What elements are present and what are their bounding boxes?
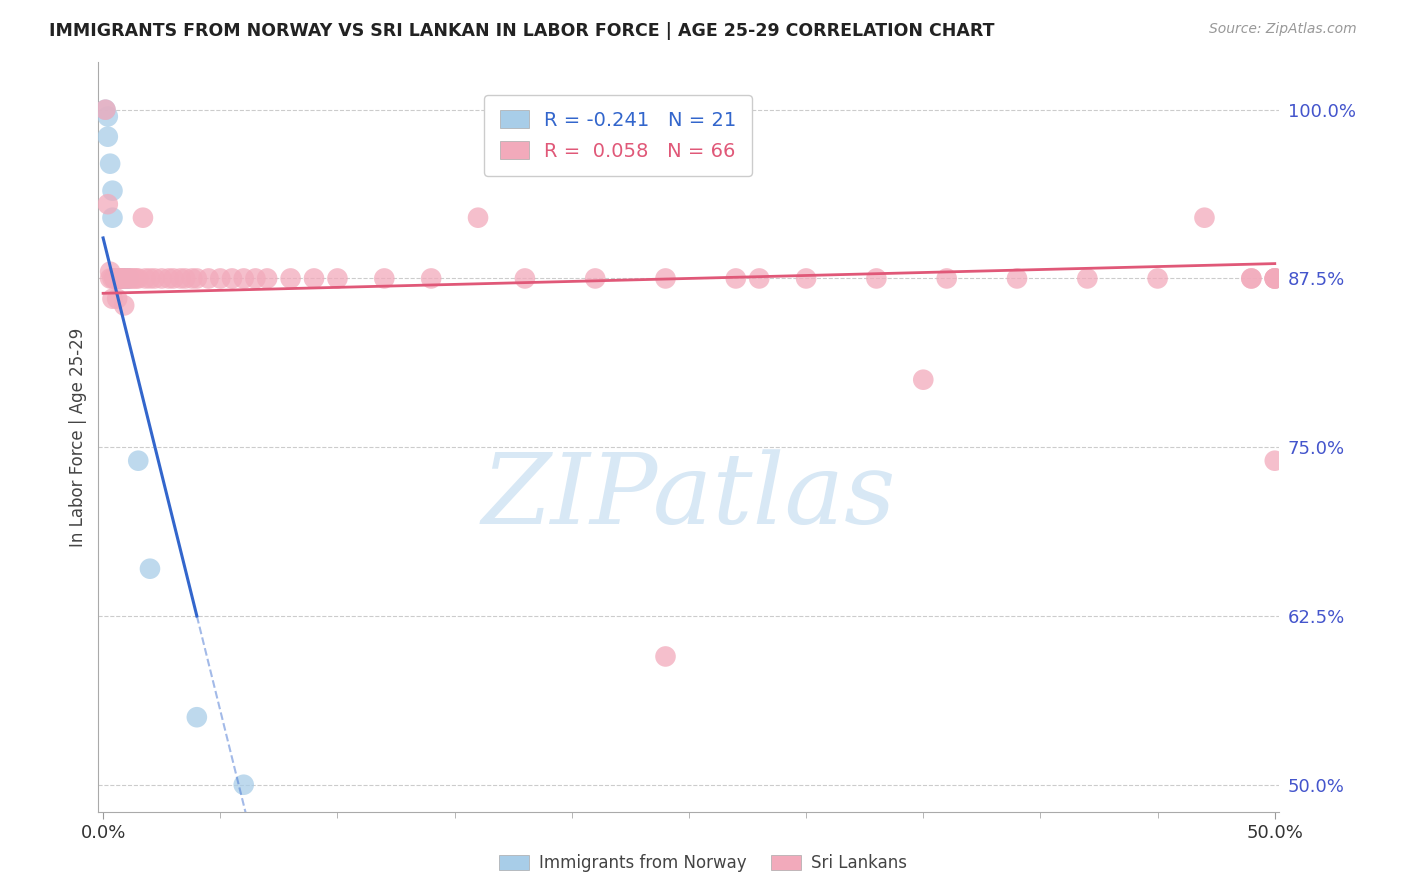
Point (108, 271, 131, 285)
Point (420, 271, 443, 285)
Y-axis label: In Labor Force | Age 25-29: In Labor Force | Age 25-29 (69, 327, 87, 547)
Legend: Immigrants from Norway, Sri Lankans: Immigrants from Norway, Sri Lankans (492, 847, 914, 879)
Point (186, 271, 208, 285)
Point (115, 271, 138, 285)
Point (127, 271, 149, 285)
Point (98, 265, 121, 279)
Point (104, 271, 127, 285)
Point (111, 271, 134, 285)
Point (94, 103, 117, 117)
Point (197, 271, 219, 285)
Text: Source: ZipAtlas.com: Source: ZipAtlas.com (1209, 22, 1357, 37)
Point (97, 197, 120, 211)
Point (1240, 271, 1263, 285)
Point (111, 271, 134, 285)
Point (162, 271, 184, 285)
Text: ZIPatlas: ZIPatlas (482, 450, 896, 545)
Point (1076, 271, 1098, 285)
Point (150, 271, 173, 285)
Point (513, 271, 536, 285)
Point (132, 211, 155, 225)
Point (125, 271, 148, 285)
Point (174, 271, 197, 285)
Point (232, 778, 254, 792)
Point (1264, 453, 1286, 467)
Point (654, 271, 676, 285)
Point (583, 271, 606, 285)
Point (104, 271, 127, 285)
Point (111, 271, 134, 285)
Point (118, 271, 141, 285)
Point (105, 271, 128, 285)
Point (1194, 211, 1216, 225)
Point (105, 271, 128, 285)
Point (1005, 271, 1028, 285)
Point (101, 184, 124, 198)
Point (104, 271, 127, 285)
Point (112, 271, 135, 285)
Point (115, 271, 138, 285)
Point (97, 110, 120, 124)
Point (118, 271, 141, 285)
Point (794, 271, 817, 285)
Point (724, 271, 747, 285)
Point (912, 373, 935, 387)
Point (373, 271, 395, 285)
Point (101, 271, 124, 285)
Point (467, 211, 489, 225)
Point (112, 271, 135, 285)
Legend: R = -0.241   N = 21, R =  0.058   N = 66: R = -0.241 N = 21, R = 0.058 N = 66 (484, 95, 752, 176)
Point (127, 453, 149, 467)
Point (748, 271, 770, 285)
Point (245, 271, 267, 285)
Point (101, 211, 124, 225)
Point (169, 271, 191, 285)
Point (98, 271, 121, 285)
Point (139, 271, 162, 285)
Point (97, 129, 120, 144)
Point (1264, 271, 1286, 285)
Point (101, 292, 124, 306)
Point (935, 271, 957, 285)
Point (256, 271, 278, 285)
Point (865, 271, 887, 285)
Point (104, 271, 127, 285)
Point (186, 710, 208, 724)
Point (98, 157, 121, 171)
Point (1264, 271, 1286, 285)
Point (1264, 271, 1286, 285)
Point (134, 271, 156, 285)
Text: IMMIGRANTS FROM NORWAY VS SRI LANKAN IN LABOR FORCE | AGE 25-29 CORRELATION CHAR: IMMIGRANTS FROM NORWAY VS SRI LANKAN IN … (49, 22, 994, 40)
Point (326, 271, 349, 285)
Point (139, 562, 162, 576)
Point (157, 271, 180, 285)
Point (94, 103, 117, 117)
Point (280, 271, 302, 285)
Point (108, 271, 131, 285)
Point (122, 271, 145, 285)
Point (105, 292, 128, 306)
Point (112, 298, 135, 312)
Point (143, 271, 166, 285)
Point (111, 271, 134, 285)
Point (1264, 271, 1286, 285)
Point (302, 271, 325, 285)
Point (1146, 271, 1168, 285)
Point (209, 271, 232, 285)
Point (120, 271, 142, 285)
Point (1240, 271, 1263, 285)
Point (181, 271, 204, 285)
Point (108, 271, 131, 285)
Point (115, 271, 138, 285)
Point (654, 649, 676, 664)
Point (105, 271, 128, 285)
Point (221, 271, 243, 285)
Point (232, 271, 254, 285)
